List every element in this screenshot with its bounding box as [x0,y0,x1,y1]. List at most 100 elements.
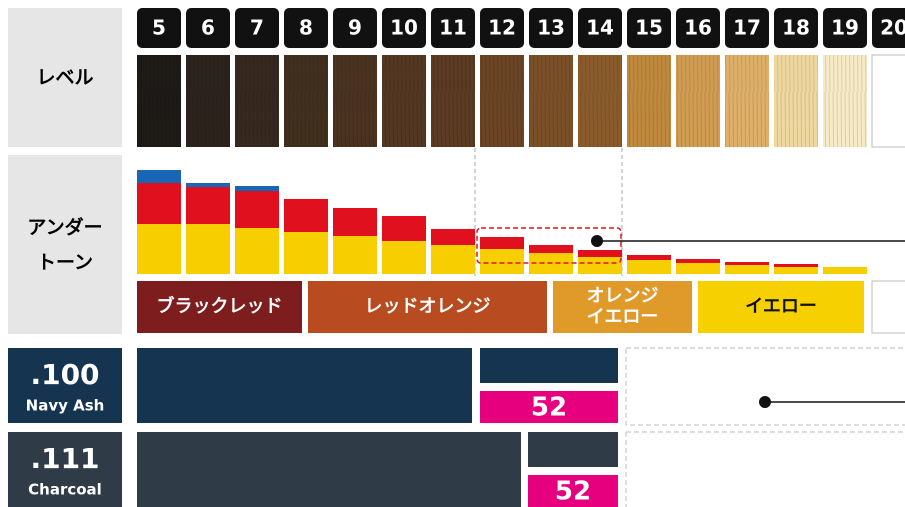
band [137,281,302,333]
swatch-texture [676,55,720,147]
level-number: 5 [152,16,166,40]
bar-segment [627,255,671,260]
bar-segment [774,267,818,274]
product-code: .111 [30,442,99,475]
level-number: 20 [880,16,905,40]
level-box [627,8,671,48]
level-number: 9 [348,16,362,40]
level-box [333,8,377,48]
bar-segment [284,199,328,232]
bar-segment [137,170,181,183]
product-cell [8,348,122,423]
bar-segment [333,208,377,236]
bar-segment [578,250,622,257]
level-number: 10 [390,16,418,40]
highlight [476,227,622,264]
product-code: .100 [30,358,99,391]
level-box [676,8,720,48]
level-box [480,8,524,48]
level-box [186,8,230,48]
level-box [774,8,818,48]
level-number: 12 [488,16,516,40]
value-box [480,391,618,423]
bar-segment [725,262,769,265]
bar-segment [627,260,671,274]
swatch-texture [774,55,818,147]
level-number: 19 [831,16,859,40]
bar-segment [382,216,426,241]
coverage-bar [137,348,472,423]
swatch-texture [137,55,181,147]
swatch-texture [284,55,328,147]
bar-segment [823,267,867,274]
level-box [725,8,769,48]
swatch-texture [627,55,671,147]
level-number: 16 [684,16,712,40]
dashed-area [625,347,905,426]
coverage-bar [137,432,521,507]
coverage-bar [480,348,618,383]
bar-segment [186,187,230,224]
bar-segment [137,183,181,224]
level-box [872,8,905,48]
level-box [431,8,475,48]
band [553,281,692,333]
level-number: 11 [439,16,467,40]
bar-segment [480,249,524,274]
band [308,281,547,333]
bar-segment [480,237,524,249]
swatch-texture [431,55,475,147]
level-box [578,8,622,48]
bar-segment [529,245,573,253]
product-name: Navy Ash [26,397,105,415]
band-label: ブラックレッド [157,295,283,317]
bar-segment [431,229,475,245]
level-number: 7 [250,16,264,40]
band-label: オレンジ [587,286,659,307]
bar-segment [235,186,279,191]
swatch-texture [823,55,867,147]
band [871,280,905,334]
bar-segment [676,259,720,263]
bar-segment [235,228,279,274]
level-box [823,8,867,48]
band-label: イエロー [587,307,659,328]
value-label: 52 [555,477,591,507]
bar-segment [676,263,720,274]
value-label: 52 [531,393,567,423]
swatch [871,54,905,148]
level-number: 17 [733,16,761,40]
swatch-texture [578,55,622,147]
bar-segment [186,183,230,187]
value-box [528,475,618,507]
level-box [235,8,279,48]
level-number: 8 [299,16,313,40]
level-box [137,8,181,48]
swatch-texture [529,55,573,147]
bar-segment [137,224,181,274]
row-label: アンダー [27,216,102,239]
swatch-texture [480,55,524,147]
label-cell [8,8,122,147]
level-box [382,8,426,48]
label-cell [8,155,122,334]
level-number: 14 [586,16,614,40]
bar-segment [578,257,622,274]
level-number: 6 [201,16,215,40]
row-label: トーン [37,252,93,274]
product-cell [8,432,122,507]
level-number: 13 [537,16,565,40]
bar-segment [235,191,279,228]
bar-segment [725,265,769,274]
row-label: レベル [36,67,93,89]
coverage-bar [528,432,618,467]
bar-segment [186,224,230,274]
band [698,281,864,333]
swatch-texture [725,55,769,147]
bar-segment [333,236,377,274]
swatch-texture [333,55,377,147]
swatch-texture [382,55,426,147]
bar-segment [284,232,328,274]
band-label: イエロー [745,296,817,317]
